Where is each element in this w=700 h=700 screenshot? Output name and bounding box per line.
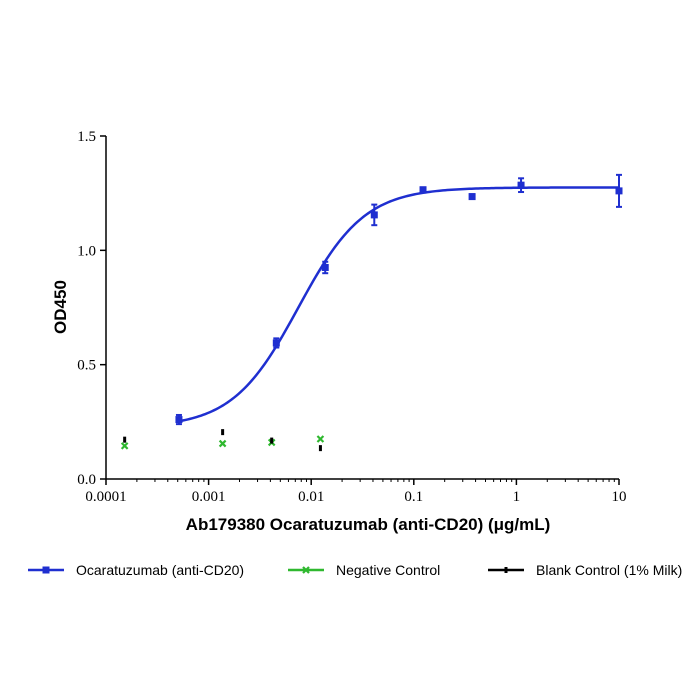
x-marker-stroke (316, 435, 325, 443)
data-point (318, 445, 322, 452)
legend-swatch-marker (504, 567, 508, 573)
legend-item-0: Ocaratuzumab (anti-CD20) (28, 562, 244, 578)
y-tick-label: 0.5 (77, 358, 96, 374)
y-tick-label: 0.0 (77, 472, 96, 488)
x-tick-label: 0.0001 (85, 489, 126, 505)
series-1-points (120, 435, 325, 450)
fit-curve-ocaratuzumab (178, 186, 620, 423)
x-marker-stroke (302, 566, 310, 574)
fit-curves (178, 186, 620, 423)
x-marker-stroke (218, 439, 227, 448)
legend-item-2: Blank Control (1% Milk) (488, 562, 682, 578)
x-marker-stroke (120, 442, 129, 450)
legend-swatch-marker (42, 566, 50, 574)
legend-swatch-marker (302, 566, 310, 574)
x-tick-label: 0.001 (192, 489, 226, 505)
data-point (517, 181, 525, 189)
data-point (272, 339, 280, 347)
legend-label: Ocaratuzumab (anti-CD20) (76, 562, 244, 578)
data-point (175, 416, 183, 424)
data-point (316, 435, 325, 443)
data-point (370, 211, 378, 219)
legend-label: Blank Control (1% Milk) (536, 562, 682, 578)
x-tick-label: 0.01 (298, 489, 324, 505)
data-point (120, 442, 129, 450)
y-tick-label: 1.5 (77, 129, 96, 145)
y-tick-label: 1.0 (77, 243, 96, 259)
axes: 0.0001 0.001 0.01 0.1 1 10 0.0 0.5 1.0 1.5 (77, 129, 626, 505)
data-point (468, 193, 476, 201)
legend: Ocaratuzumab (anti-CD20) Negative Control… (28, 562, 682, 578)
data-point (221, 429, 225, 436)
data-point (321, 263, 329, 271)
y-axis-title: OD450 (51, 280, 70, 334)
x-axis-title: Ab179380 Ocaratuzumab (anti-CD20) (μg/mL… (186, 515, 551, 534)
x-tick-label: 10 (612, 489, 627, 505)
x-tick-label: 0.1 (404, 489, 423, 505)
series-2-points (123, 429, 322, 452)
data-point (419, 186, 427, 194)
data-point (218, 439, 227, 448)
series-0-points (175, 173, 623, 426)
data-point (270, 437, 274, 444)
legend-label: Negative Control (336, 562, 440, 578)
legend-item-1: Negative Control (288, 562, 440, 578)
data-point (123, 436, 127, 443)
x-tick-label: 1 (513, 489, 521, 505)
data-point (615, 187, 623, 195)
data-marks (120, 173, 623, 452)
